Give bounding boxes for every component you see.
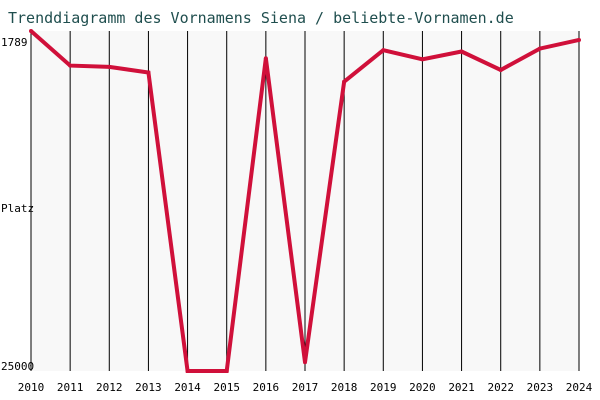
x-tick-2017: 2017 [292, 381, 319, 394]
series-line-group [29, 29, 581, 373]
data-point-2017 [303, 360, 307, 365]
x-tick-2019: 2019 [370, 381, 397, 394]
x-tick-2016: 2016 [253, 381, 280, 394]
data-point-2014 [185, 369, 190, 373]
x-tick-2010: 2010 [18, 381, 45, 394]
data-point-2010 [29, 29, 33, 33]
x-tick-2013: 2013 [135, 381, 162, 394]
x-tick-2011: 2011 [57, 381, 84, 394]
data-point-2021 [459, 49, 464, 54]
data-point-2022 [498, 67, 503, 72]
x-tick-2022: 2022 [487, 381, 514, 394]
data-point-2015 [224, 369, 229, 373]
data-point-2016 [263, 56, 268, 61]
data-point-2012 [107, 64, 112, 69]
data-point-2023 [537, 46, 542, 51]
x-tick-2023: 2023 [527, 381, 554, 394]
x-tick-2021: 2021 [448, 381, 475, 394]
x-tick-2015: 2015 [213, 381, 240, 394]
y-axis-label: Platz [1, 202, 34, 215]
data-point-2019 [381, 48, 386, 53]
x-tick-2012: 2012 [96, 381, 123, 394]
data-point-2013 [146, 70, 151, 75]
x-tick-2024: 2024 [566, 381, 593, 394]
y-bottom-label: 25000 [1, 360, 34, 373]
x-tick-2018: 2018 [331, 381, 358, 394]
data-point-2024 [577, 37, 581, 42]
y-top-label: 1789 [1, 36, 28, 49]
chart-title: Trenddiagramm des Vornamens Siena / beli… [8, 9, 514, 27]
data-point-2018 [342, 79, 347, 84]
x-tick-2020: 2020 [409, 381, 436, 394]
x-tick-labels: 2010 2011 2012 2013 2014 2015 2016 2017 2018 2019… [18, 381, 593, 394]
x-tick-2014: 2014 [174, 381, 201, 394]
data-point-2020 [420, 57, 425, 62]
data-point-2011 [68, 63, 73, 68]
